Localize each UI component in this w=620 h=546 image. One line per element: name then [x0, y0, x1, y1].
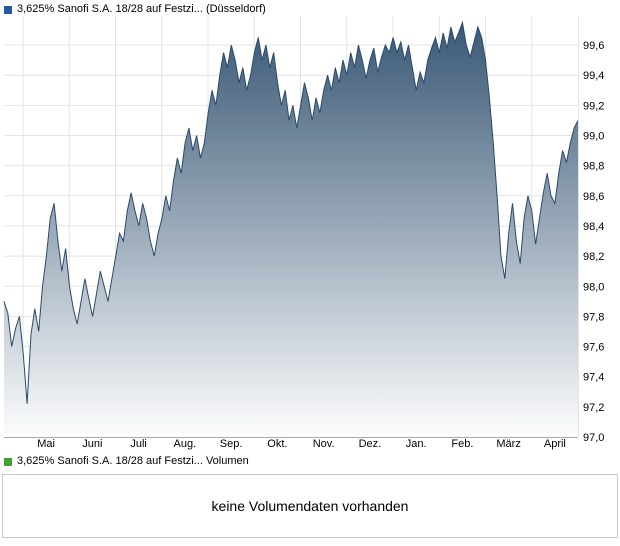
- volume-series-title: 3,625% Sanofi S.A. 18/28 auf Festzi... V…: [17, 455, 249, 467]
- svg-text:97,6: 97,6: [583, 342, 604, 354]
- svg-text:98,6: 98,6: [583, 191, 604, 203]
- volume-series-marker-icon: [4, 457, 12, 466]
- svg-text:98,0: 98,0: [583, 281, 604, 293]
- price-chart: 97,0 97,2 97,4 97,6 97,8 98,0 98,2 98,4 98,6 98,8…: [0, 16, 620, 452]
- svg-text:97,2: 97,2: [583, 402, 604, 414]
- svg-text:98,8: 98,8: [583, 161, 604, 173]
- svg-text:Juni: Juni: [82, 438, 102, 450]
- price-legend: 3,625% Sanofi S.A. 18/28 auf Festzi... (…: [0, 0, 620, 16]
- svg-text:99,0: 99,0: [583, 131, 604, 143]
- svg-text:97,4: 97,4: [583, 372, 604, 384]
- svg-text:April: April: [544, 438, 566, 450]
- no-volume-message: keine Volumendaten vorhanden: [211, 498, 409, 514]
- svg-text:Jan.: Jan.: [406, 438, 427, 450]
- price-series-marker-icon: [4, 5, 12, 14]
- svg-text:Sep.: Sep.: [220, 438, 243, 450]
- svg-text:Dez.: Dez.: [359, 438, 382, 450]
- svg-text:Juli: Juli: [130, 438, 147, 450]
- svg-text:98,2: 98,2: [583, 251, 604, 263]
- svg-text:99,4: 99,4: [583, 70, 604, 82]
- price-series-title: 3,625% Sanofi S.A. 18/28 auf Festzi... (…: [17, 3, 266, 15]
- svg-text:Okt.: Okt.: [267, 438, 287, 450]
- volume-panel: keine Volumendaten vorhanden: [2, 474, 618, 538]
- svg-text:Feb.: Feb.: [451, 438, 473, 450]
- svg-text:März: März: [496, 438, 520, 450]
- svg-text:97,8: 97,8: [583, 311, 604, 323]
- svg-text:97,0: 97,0: [583, 432, 604, 444]
- price-chart-svg: 97,0 97,2 97,4 97,6 97,8 98,0 98,2 98,4 98,6 98,8…: [3, 16, 604, 450]
- svg-text:99,6: 99,6: [583, 40, 604, 52]
- volume-legend: 3,625% Sanofi S.A. 18/28 auf Festzi... V…: [0, 452, 620, 468]
- svg-text:98,4: 98,4: [583, 221, 604, 233]
- svg-text:99,2: 99,2: [583, 100, 604, 112]
- svg-text:Nov.: Nov.: [313, 438, 335, 450]
- svg-text:Aug.: Aug.: [174, 438, 197, 450]
- svg-text:Mai: Mai: [37, 438, 55, 450]
